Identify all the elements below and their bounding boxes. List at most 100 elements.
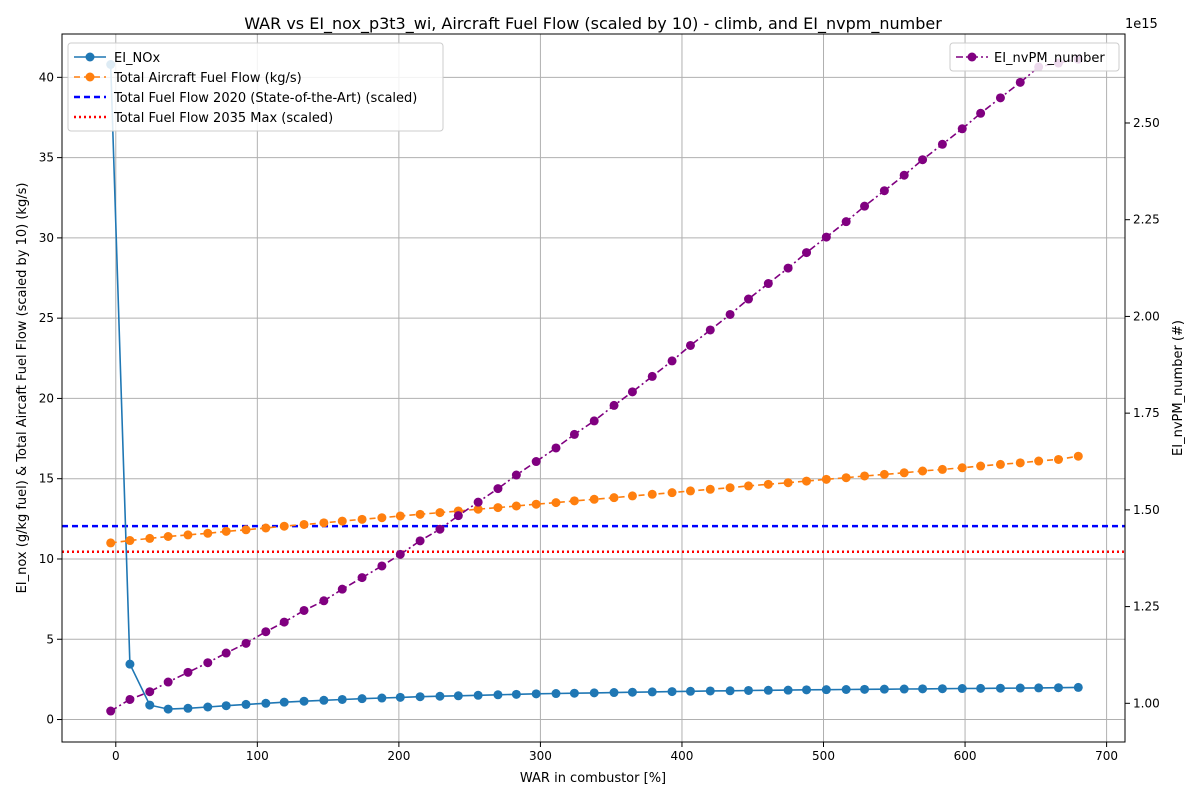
data-point (821, 474, 831, 484)
legend-left-label: Total Fuel Flow 2020 (State-of-the-Art) … (113, 91, 417, 106)
reference-lines (62, 524, 1125, 554)
data-point (569, 688, 579, 698)
y-right-tick-label: 2.50 (1133, 116, 1160, 130)
data-point (589, 688, 599, 698)
data-point (783, 263, 793, 273)
data-point (551, 498, 561, 508)
y-left-tick-label: 10 (39, 552, 54, 566)
data-point (299, 605, 309, 615)
data-point (319, 596, 329, 606)
series-line (109, 64, 1079, 710)
data-point (705, 686, 715, 696)
data-point (319, 695, 329, 705)
data-point (163, 704, 173, 714)
series-ei-nox (106, 60, 1083, 714)
y-right-tick-label: 2.25 (1133, 213, 1160, 227)
data-point (627, 687, 637, 697)
data-point (976, 461, 986, 471)
data-point (377, 693, 387, 703)
data-point (705, 484, 715, 494)
data-point (357, 694, 367, 704)
x-tick-label: 0 (112, 749, 120, 763)
data-point (261, 627, 271, 637)
data-point (918, 466, 928, 476)
data-point (918, 155, 928, 165)
data-point (879, 186, 889, 196)
data-point (1034, 456, 1044, 466)
series-total-aircraft-fuel-flow-kg-s (106, 451, 1083, 548)
y-right-tick-label: 1.00 (1133, 696, 1160, 710)
data-point (145, 533, 155, 543)
data-point (435, 691, 445, 701)
data-point (841, 217, 851, 227)
y-left-tick-label: 25 (39, 311, 54, 325)
data-point (1053, 683, 1063, 693)
data-point (473, 690, 483, 700)
data-point (899, 170, 909, 180)
legend-right: EI_nvPM_number (949, 42, 1120, 72)
data-point (1034, 683, 1044, 693)
data-point (551, 689, 561, 699)
data-point (647, 489, 657, 499)
data-point (667, 356, 677, 366)
data-point (395, 692, 405, 702)
y-axis-right-label: EI_nvPM_number (#) (1171, 320, 1186, 456)
data-point (647, 371, 657, 381)
data-point (183, 530, 193, 540)
y-left-tick-label: 5 (46, 632, 54, 646)
data-point (261, 698, 271, 708)
data-point (860, 201, 870, 211)
legend-swatch-marker (85, 72, 95, 82)
data-point (763, 685, 773, 695)
legend-left-label: EI_NOx (114, 51, 161, 66)
data-point (976, 683, 986, 693)
legend-left-label: Total Fuel Flow 2035 Max (scaled) (113, 111, 333, 126)
data-point (493, 690, 503, 700)
data-point (860, 684, 870, 694)
data-point (279, 617, 289, 627)
data-point (299, 696, 309, 706)
data-point (957, 463, 967, 473)
data-point (802, 476, 812, 486)
data-point (763, 479, 773, 489)
data-point (609, 688, 619, 698)
data-point (221, 526, 231, 536)
data-point (957, 684, 967, 694)
data-point (918, 684, 928, 694)
data-point (995, 93, 1005, 103)
legend-right-box (949, 42, 1120, 72)
data-point (279, 697, 289, 707)
data-point (261, 523, 271, 533)
data-point (511, 501, 521, 511)
data-point (589, 416, 599, 426)
x-tick-label: 200 (387, 749, 410, 763)
y-left-tick-label: 20 (39, 391, 54, 405)
data-point (241, 525, 251, 535)
data-point (802, 685, 812, 695)
data-point (1053, 454, 1063, 464)
x-tick-label: 600 (954, 749, 977, 763)
x-tick-label: 100 (246, 749, 269, 763)
data-point (377, 513, 387, 523)
data-point (125, 536, 135, 546)
data-point (569, 429, 579, 439)
y-right-tick-label: 1.75 (1133, 406, 1160, 420)
legend-right-label: EI_nvPM_number (994, 51, 1105, 66)
data-point (473, 504, 483, 514)
data-point (221, 648, 231, 658)
data-point (1015, 77, 1025, 87)
y-left-tick-label: 35 (39, 151, 54, 165)
data-point (609, 493, 619, 503)
legend-left-box (67, 42, 444, 132)
data-point (879, 684, 889, 694)
legend-swatch-marker (967, 52, 977, 62)
data-point (357, 514, 367, 524)
data-point (241, 699, 251, 709)
data-point (609, 400, 619, 410)
legend-left: EI_NOx Total Aircraft Fuel Flow (kg/s) Tot… (67, 42, 444, 132)
data-point (203, 528, 213, 538)
data-point (125, 659, 135, 669)
data-point (453, 511, 463, 521)
